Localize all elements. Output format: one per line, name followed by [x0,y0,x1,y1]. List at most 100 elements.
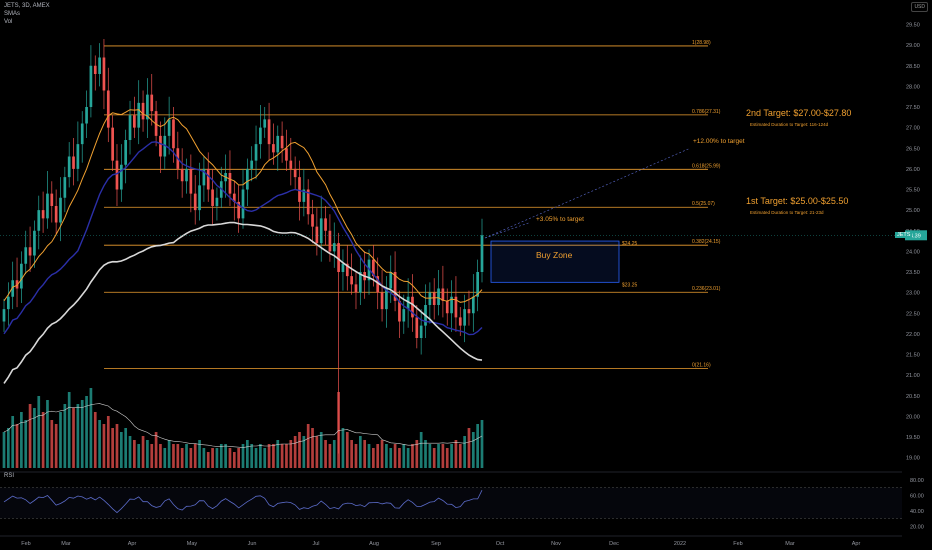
volume-bar [285,444,288,468]
candle-body [106,90,110,128]
volume-bar [85,396,88,468]
candle-body [259,127,262,145]
last-price-tag [905,230,927,241]
volume-bar [185,444,188,468]
volume-bar [259,444,262,468]
volume-bar [402,444,406,468]
x-tick-label: Jul [312,541,319,547]
candle-body [172,119,175,149]
candle-body [72,156,75,169]
volume-bar [419,432,423,468]
candle-body [315,226,319,244]
candle-body [141,102,145,120]
candle-body [41,210,45,219]
candle-body [59,197,62,223]
candle-body [185,168,188,182]
y-tick-label: 28.00 [906,84,920,90]
candle-body [150,94,154,112]
x-tick-label: 2022 [674,541,686,547]
volume-bar [393,444,397,468]
candle-body [63,177,67,198]
y-tick-label: 26.00 [906,167,920,173]
annotation-to-target-2: +12.00% to target [693,138,745,145]
candle-body [24,247,28,264]
target-1-subtitle: Estimated Duration to Target: 21-23d [750,210,824,215]
volume-bar [467,428,471,468]
target-2-title: 2nd Target: $27.00-$27.80 [746,108,852,118]
volume-bar [115,424,119,468]
volume-bar [250,444,254,468]
volume-bar [480,420,484,468]
volume-bar [111,428,114,468]
y-tick-label: 23.00 [906,291,920,297]
rsi-line [3,490,483,514]
volume-bar [141,436,145,468]
rsi-tick-label: 80.00 [910,478,924,484]
indicator-label-smas[interactable]: SMAs [4,11,21,17]
volume-bar [389,448,393,468]
candle-body [450,296,453,314]
volume-bar [154,432,158,468]
volume-bar [441,444,445,468]
volume-bar [102,424,106,468]
candle-body [454,296,458,318]
rsi-label: RSI [4,473,15,479]
candle-body [263,119,267,128]
candle-body [419,325,423,338]
candle-body [280,135,284,149]
candle-body [358,272,362,293]
candle-body [293,168,297,178]
candle-body [228,173,232,194]
x-tick-label: Dec [609,541,619,547]
volume-bar [146,440,149,468]
candle-body [471,296,475,314]
rsi-tick-label: 60.00 [910,493,924,499]
y-tick-label: 27.50 [906,105,920,111]
y-tick-label: 29.50 [906,23,920,29]
volume-bar [198,440,201,468]
candle-body [93,65,97,74]
currency-badge[interactable]: USD [911,2,928,12]
volume-bar [350,440,353,468]
ticker-badge: JETS [895,232,913,238]
candle-body [128,115,132,140]
volume-bar [280,444,284,468]
volume-bar [193,444,197,468]
candle-body [402,309,406,322]
volume-bar [267,444,271,468]
candle-body [159,135,162,157]
buy-zone-top-label: $24.25 [622,241,638,247]
indicator-label-vol[interactable]: Vol [4,19,13,25]
y-tick-label: 25.00 [906,208,920,214]
volume-bar [228,448,232,468]
y-tick-label: 22.50 [906,311,920,317]
candle-body [6,296,10,310]
volume-bar [15,424,19,468]
volume-bar [458,444,462,468]
volume-bar [450,444,453,468]
volume-bar [324,440,327,468]
volume-bar [67,392,71,468]
volume-bar [172,444,175,468]
volume-bar [437,444,440,468]
volume-bar [89,388,93,468]
candle-body [267,119,271,145]
y-tick-label: 20.50 [906,394,920,400]
candle-body [146,94,149,120]
y-tick-label: 21.50 [906,353,920,359]
volume-bar [24,420,28,468]
candle-body [137,102,141,128]
y-tick-label: 29.00 [906,43,920,49]
candle-body [119,164,123,190]
y-tick-label: 19.50 [906,435,920,441]
volume-bar [328,444,332,468]
candle-body [37,210,41,231]
volume-bar [428,444,432,468]
volume-bar [63,404,67,468]
candle-body [319,218,323,244]
candle-body [458,317,462,326]
candle-body [124,140,128,165]
candle-body [98,57,101,74]
candle-body [467,309,471,314]
